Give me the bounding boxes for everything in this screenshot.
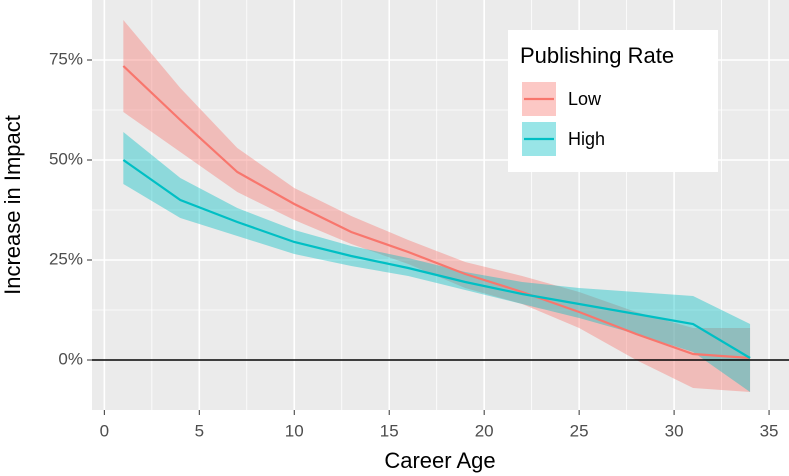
confidence-band [123, 20, 751, 392]
y-tick-label: 75% [49, 49, 83, 68]
marks [92, 20, 789, 392]
x-tick-label: 15 [380, 421, 399, 440]
legend-box [508, 30, 718, 172]
x-tick-label: 20 [475, 421, 494, 440]
legend-label: Low [568, 89, 602, 109]
x-tick-label: 35 [760, 421, 779, 440]
x-tick-label: 25 [570, 421, 589, 440]
y-tick-label: 0% [58, 349, 83, 368]
line [122, 159, 751, 359]
legend-title: Publishing Rate [520, 43, 674, 68]
x-axis-title: Career Age [384, 448, 495, 473]
x-tick-label: 10 [285, 421, 304, 440]
legend: Publishing Rate Low High [508, 30, 718, 172]
y-tick-label: 25% [49, 249, 83, 268]
x-tick-label: 0 [100, 421, 109, 440]
y-axis-title: Increase in Impact [0, 115, 25, 295]
legend-label: High [568, 129, 605, 149]
x-tick-label: 5 [195, 421, 204, 440]
x-tick-label: 30 [665, 421, 684, 440]
y-tick-label: 50% [49, 149, 83, 168]
line [122, 65, 751, 360]
